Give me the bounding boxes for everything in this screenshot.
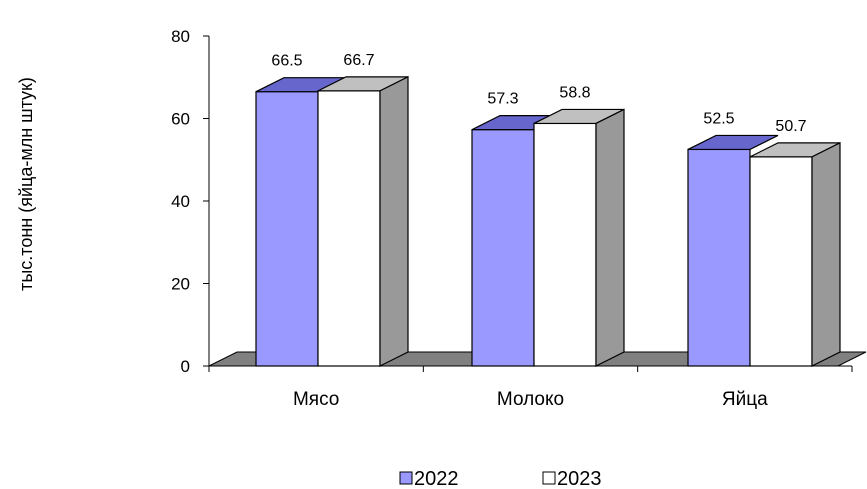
data-label: 58.8 — [559, 84, 590, 101]
y-tick-label: 0 — [181, 357, 190, 376]
y-axis-label: тыс.тонн (яйца-млн штук) — [16, 77, 36, 291]
bar-side — [595, 108, 625, 367]
legend-item: 2022 — [399, 468, 459, 489]
data-label: 66.5 — [271, 53, 302, 70]
legend-label: 2023 — [557, 468, 602, 489]
x-category-label: Яйца — [722, 389, 768, 410]
chart-legend: 2022 2023 — [399, 468, 602, 489]
legend-item: 2023 — [542, 468, 602, 489]
bar — [687, 134, 779, 367]
bar-front — [317, 90, 381, 367]
data-label: 52.5 — [703, 110, 734, 127]
bar-front — [687, 148, 751, 367]
data-label: 50.7 — [775, 118, 806, 135]
bar — [749, 141, 841, 367]
x-category-label: Мясо — [293, 389, 339, 410]
y-tick-label: 40 — [171, 192, 190, 211]
y-tick-label: 20 — [171, 275, 190, 294]
y-tick-label: 60 — [171, 110, 190, 129]
bar — [533, 108, 625, 367]
chart-labels: 66.5 66.7 Мясо 57.3 58.8 Молоко 52.5 50.7 Яйца — [271, 52, 806, 410]
legend-label: 2022 — [414, 468, 459, 489]
bar — [317, 75, 409, 367]
bar-side — [811, 141, 841, 367]
bar-side — [379, 75, 409, 367]
data-label: 66.7 — [343, 52, 374, 69]
bar — [471, 115, 563, 367]
bar-front — [471, 129, 535, 367]
x-category-label: Молоко — [497, 389, 564, 410]
bar-front — [255, 91, 319, 367]
legend-swatch — [542, 471, 556, 485]
bar-front — [533, 122, 597, 367]
bar — [255, 77, 347, 367]
bar-top — [687, 134, 779, 151]
y-tick-label: 80 — [171, 27, 190, 46]
data-label: 57.3 — [487, 91, 518, 108]
chart-bars — [255, 75, 841, 367]
bar-front — [749, 156, 813, 367]
legend-swatch — [399, 471, 413, 485]
